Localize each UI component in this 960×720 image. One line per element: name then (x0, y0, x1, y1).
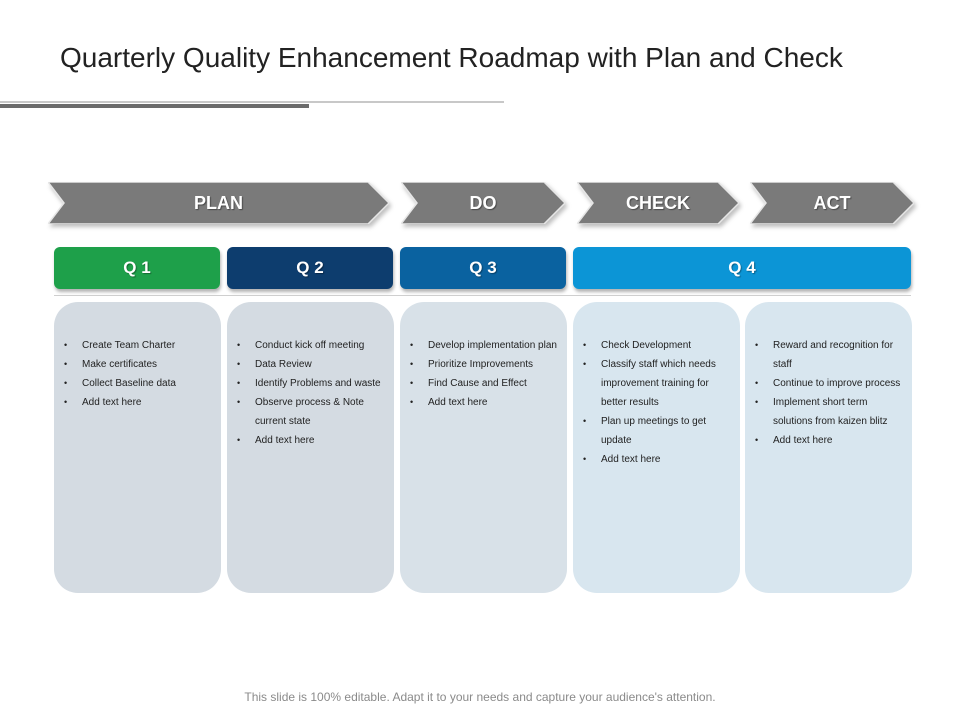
list-item: Reward and recognition for staff (755, 336, 902, 374)
list-item: Collect Baseline data (64, 374, 211, 393)
list-item: Continue to improve process (755, 374, 902, 393)
title-rule-dark (0, 104, 309, 108)
list-item: Develop implementation plan (410, 336, 557, 355)
phase-check-shape (577, 182, 739, 224)
phase-act-label: ACT (813, 192, 851, 213)
list-item: Add text here (410, 393, 557, 412)
list-item: Find Cause and Effect (410, 374, 557, 393)
page-title: Quarterly Quality Enhancement Roadmap wi… (60, 42, 843, 73)
list-item: Add text here (64, 393, 211, 412)
section-divider (54, 295, 911, 296)
quarter-q4: Q 4 (573, 247, 911, 289)
quarter-q1-label: Q 1 (123, 258, 151, 277)
list-item: Make certificates (64, 355, 211, 374)
quarter-q2-label: Q 2 (296, 258, 324, 277)
card-q3: Develop implementation plan Prioritize I… (400, 302, 567, 593)
phase-act-shape (750, 182, 914, 224)
title-rule-light (0, 101, 504, 103)
card-q1: Create Team Charter Make certificates Co… (54, 302, 221, 593)
quarter-q4-label: Q 4 (728, 258, 756, 277)
phase-plan: PLAN (48, 182, 389, 224)
list-item: Identify Problems and waste (237, 374, 384, 393)
phase-act: ACT (750, 182, 914, 224)
list-item: Add text here (583, 450, 730, 469)
phase-do: DO (401, 182, 565, 224)
list-item: Data Review (237, 355, 384, 374)
card-q4-check-list: Check Development Classify staff which n… (583, 336, 730, 469)
list-item: Plan up meetings to get update (583, 412, 730, 450)
quarter-q1: Q 1 (54, 247, 220, 289)
phase-plan-label: PLAN (194, 192, 243, 213)
card-q3-list: Develop implementation plan Prioritize I… (410, 336, 557, 412)
list-item: Observe process & Note current state (237, 393, 384, 431)
list-item: Add text here (755, 431, 902, 450)
card-q2: Conduct kick off meeting Data Review Ide… (227, 302, 394, 593)
list-item: Check Development (583, 336, 730, 355)
quarter-q3-label: Q 3 (469, 258, 497, 277)
quarter-q3: Q 3 (400, 247, 566, 289)
phase-plan-shape (48, 182, 389, 224)
list-item: Classify staff which needs improvement t… (583, 355, 730, 412)
list-item: Add text here (237, 431, 384, 450)
list-item: Conduct kick off meeting (237, 336, 384, 355)
card-q2-list: Conduct kick off meeting Data Review Ide… (237, 336, 384, 450)
quarter-q2: Q 2 (227, 247, 393, 289)
list-item: Prioritize Improvements (410, 355, 557, 374)
list-item: Implement short term solutions from kaiz… (755, 393, 902, 431)
footer-note: This slide is 100% editable. Adapt it to… (244, 690, 716, 704)
card-q1-list: Create Team Charter Make certificates Co… (64, 336, 211, 412)
card-q4-act-list: Reward and recognition for staff Continu… (755, 336, 902, 450)
card-q4-act: Reward and recognition for staff Continu… (745, 302, 912, 593)
phase-do-label: DO (469, 192, 497, 213)
phase-check-label: CHECK (625, 192, 690, 213)
phase-check: CHECK (577, 182, 739, 224)
phase-do-shape (401, 182, 565, 224)
list-item: Create Team Charter (64, 336, 211, 355)
card-q4-check: Check Development Classify staff which n… (573, 302, 740, 593)
